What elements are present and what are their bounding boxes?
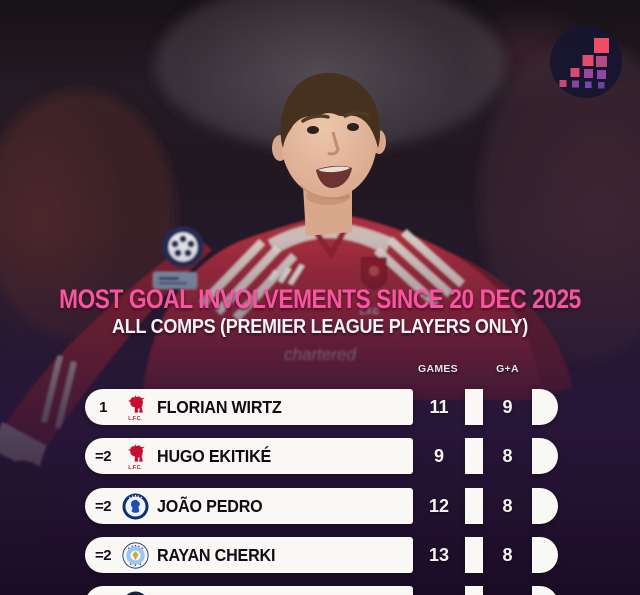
games-value: 11 (429, 397, 449, 417)
liver-bird-icon (128, 443, 145, 462)
table-row: =2 L.F.C. HUGO EKITIKÉ 9 8 (0, 438, 640, 474)
player-pill (85, 586, 413, 595)
row-end-cap (532, 438, 558, 474)
club-badge (121, 589, 149, 595)
player-name: FLORIAN WIRTZ (157, 396, 282, 417)
rank-label: =2 (94, 447, 112, 465)
brand-logo (550, 26, 622, 98)
ga-value: 8 (502, 496, 513, 516)
player-name: JOÃO PEDRO (157, 495, 263, 516)
svg-text:L.F.C.: L.F.C. (128, 416, 142, 422)
player-name: HUGO EKITIKÉ (157, 445, 272, 466)
ga-value: 9 (502, 397, 513, 417)
ga-value (483, 586, 532, 595)
divider-bar (465, 586, 483, 595)
row-end-cap (532, 586, 558, 595)
table-row: 1 L.F.C. FLORIAN WIRTZ 11 9 (0, 389, 640, 425)
page-subtitle: ALL COMPS (PREMIER LEAGUE PLAYERS ONLY) (112, 316, 528, 338)
column-header-games: GAMES (417, 363, 458, 375)
table-row: =2 JOÃO PEDRO 12 8 (0, 488, 640, 524)
champions-league-patch-icon (162, 226, 204, 268)
player-head (272, 72, 386, 236)
games-value: 13 (428, 545, 450, 565)
page-title: MOST GOAL INVOLVEMENTS SINCE 20 DEC 2025 (59, 284, 581, 314)
rank-label: =2 (94, 546, 112, 564)
games-value: 12 (428, 496, 450, 516)
divider-bar (465, 389, 483, 425)
player-pill: 1 L.F.C. FLORIAN WIRTZ (85, 389, 413, 425)
rank-label: =2 (94, 497, 112, 515)
player-pill: =2 JOÃO PEDRO (85, 488, 413, 524)
ga-value: 8 (502, 446, 513, 466)
row-end-cap (532, 488, 558, 524)
divider-bar (465, 537, 483, 573)
club-badge-liverpool: L.F.C. (121, 392, 149, 422)
games-value: 9 (433, 446, 444, 466)
rank-label: 1 (99, 398, 107, 416)
club-badge-liverpool: L.F.C. (121, 441, 149, 471)
table-row: =2 RAYAN CHERKI 13 8 (0, 537, 640, 573)
player-pill: =2 L.F.C. HUGO EKITIKÉ (85, 438, 413, 474)
svg-text:L.F.C.: L.F.C. (128, 465, 142, 471)
divider-bar (465, 438, 483, 474)
chelsea-lion-icon (130, 499, 140, 513)
player-name: RAYAN CHERKI (157, 544, 276, 565)
player-pill: =2 RAYAN CHERKI (85, 537, 413, 573)
ga-value: 8 (502, 545, 513, 565)
club-badge-chelsea (121, 491, 149, 521)
sponsor-text: chartered (284, 345, 356, 364)
liver-bird-icon (128, 394, 145, 413)
row-end-cap (532, 537, 558, 573)
divider-bar (465, 488, 483, 524)
club-badge-man-city (121, 540, 149, 570)
column-header-ga: G+A (496, 363, 519, 375)
games-value (413, 586, 465, 595)
table-row (0, 586, 640, 595)
row-end-cap (532, 389, 558, 425)
